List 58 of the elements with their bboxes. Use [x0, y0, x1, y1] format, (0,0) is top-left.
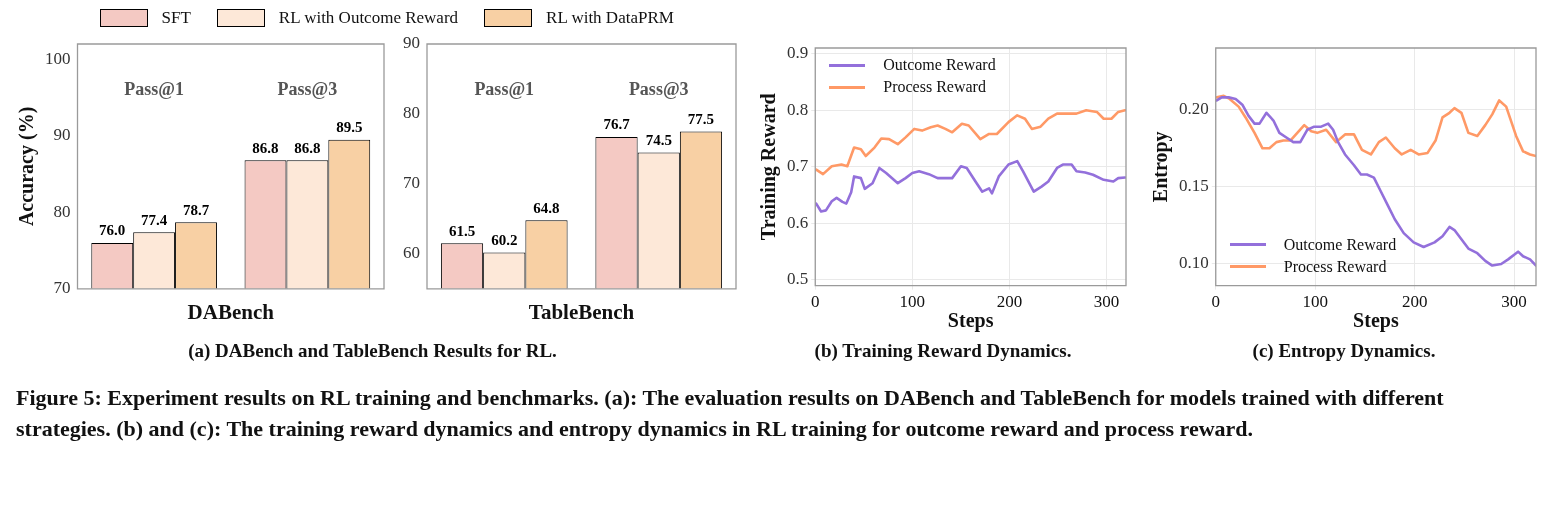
x-tick-label: 0 [1211, 292, 1220, 312]
y-tick-label: 0.7 [787, 156, 809, 176]
y-axis-title: Accuracy (%) [15, 106, 39, 227]
y-tick-label: 80 [403, 103, 420, 123]
data-label: 61.5 [448, 222, 476, 239]
y-tick-label: 0.5 [787, 269, 809, 289]
legend-label: SFT [161, 8, 191, 28]
x-tick-label: Pass@3 [277, 78, 338, 99]
data-label: 89.5 [336, 119, 363, 135]
x-tick-label: 300 [1501, 292, 1527, 312]
data-label: 86.8 [294, 139, 321, 156]
data-label: 74.5 [645, 131, 672, 148]
x-axis-title: Steps [1353, 309, 1399, 333]
y-tick-label: 100 [45, 48, 71, 68]
legend-label: Process Reward [1283, 257, 1387, 276]
y-axis-title: Training Reward [757, 93, 781, 241]
text: (b) Training Reward Dynamics. [813, 340, 1073, 362]
legend-label: Outcome Reward [883, 56, 996, 74]
x-tick-label: 0 [811, 292, 820, 312]
y-tick-label: 70 [403, 173, 420, 193]
x-tick-label: 200 [996, 292, 1023, 312]
data-label: 64.8 [533, 199, 560, 216]
y-tick-label: 0.10 [1179, 253, 1209, 273]
x-tick-label: 100 [899, 292, 926, 312]
y-tick-label: 90 [403, 33, 420, 53]
data-label: 78.7 [182, 201, 210, 218]
data-label: 76.7 [603, 116, 631, 133]
y-tick-label: 0.6 [787, 212, 809, 232]
legend-label: RL with Outcome Reward [278, 8, 459, 28]
legend-label: Outcome Reward [1283, 235, 1397, 254]
x-axis-title: Steps [947, 309, 994, 333]
x-tick-label: 300 [1093, 292, 1120, 312]
x-tick-label: Pass@1 [474, 78, 535, 99]
y-tick-label: 0.8 [787, 99, 809, 119]
y-tick-label: 0.20 [1179, 99, 1209, 119]
caption: Figure 5: Experiment results on RL training and benchmarks. (a): The evaluation results on DABench and TableBench for models trained with different strategies. (b) and (c): The training reward dynamics and entropy dynamics in RL training for outcome reward and process reward. [16, 384, 1445, 443]
x-axis-title: DABench [187, 299, 275, 324]
y-tick-label: 60 [403, 243, 420, 263]
y-tick-label: 0.9 [787, 43, 809, 63]
data-label: 77.5 [687, 110, 715, 127]
x-tick-label: 100 [1302, 292, 1328, 312]
legend-label: Process Reward [883, 78, 986, 96]
x-tick-label: Pass@3 [628, 78, 689, 99]
y-tick-label: 0.15 [1179, 176, 1209, 196]
text: (c) Entropy Dynamics. [1251, 340, 1437, 362]
data-label: 77.4 [141, 211, 168, 228]
data-label: 60.2 [491, 231, 518, 248]
data-label: 76.0 [99, 222, 126, 239]
x-tick-label: Pass@1 [124, 78, 184, 99]
y-tick-label: 70 [53, 278, 71, 298]
x-tick-label: 200 [1401, 292, 1428, 312]
text: (a) DABench and TableBench Results for RL. [187, 340, 558, 362]
data-label: 86.8 [252, 139, 279, 156]
y-tick-label: 90 [53, 125, 71, 145]
x-axis-title: TableBench [528, 299, 635, 324]
y-axis-title: Entropy [1149, 131, 1173, 203]
legend-label: RL with DataPRM [546, 8, 674, 28]
y-tick-label: 80 [53, 201, 71, 221]
